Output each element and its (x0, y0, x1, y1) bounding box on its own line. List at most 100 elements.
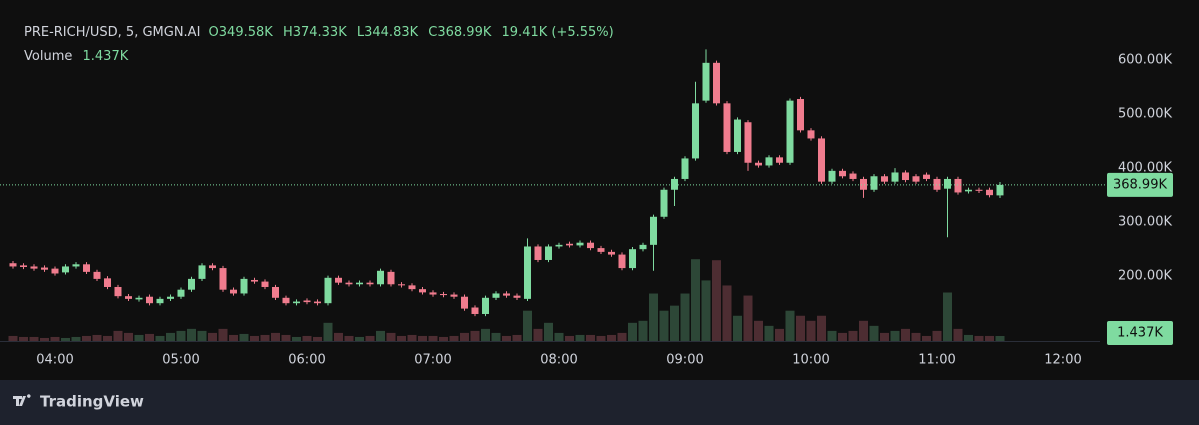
candle-body (72, 264, 80, 267)
volume-bar (712, 260, 721, 341)
candle-body (440, 294, 447, 296)
volume-bar (313, 336, 322, 341)
candle-body (587, 242, 594, 249)
volume-bar (523, 310, 532, 341)
x-tick-label: 06:00 (288, 353, 325, 368)
candle-body (755, 162, 762, 166)
close: C368.99K (428, 25, 492, 40)
volume-bar (544, 322, 553, 341)
volume-bar (953, 328, 963, 341)
volume-bar (586, 334, 595, 341)
candle-body (702, 62, 710, 101)
volume-bar (271, 332, 280, 341)
volume-bar (113, 330, 123, 341)
volume-bar (250, 335, 259, 341)
candle-body (933, 178, 941, 190)
brand: TradingView (40, 393, 144, 411)
volume-value: 1.437K (83, 49, 129, 64)
candle-body (954, 178, 962, 193)
x-tick-label: 11:00 (918, 353, 955, 368)
candle-body (62, 266, 69, 273)
candle-body (975, 189, 983, 191)
candle-body (293, 301, 300, 304)
candle-body (902, 172, 909, 181)
volume-bar (922, 335, 931, 341)
volume-bar (155, 335, 165, 341)
footer (0, 380, 1199, 425)
candle-body (188, 278, 195, 290)
candle-body (104, 278, 111, 287)
candle-body (83, 264, 90, 272)
x-tick-label: 04:00 (36, 353, 73, 368)
candle-body (450, 294, 458, 297)
candle-body (660, 189, 668, 217)
plot: 200.00K 300.00K 400.00K 500.00K 600.00K 04:00… (0, 49, 1173, 368)
volume-bar (260, 334, 270, 341)
candle-body (167, 296, 174, 299)
volume-bar (733, 315, 742, 341)
volume-bar (659, 310, 669, 341)
volume-bar (512, 334, 522, 341)
change: 19.41K (+5.55%) (502, 25, 614, 40)
volume-bar (974, 335, 984, 341)
volume-bar (187, 328, 196, 341)
candle-body (681, 158, 689, 179)
volume-bar (355, 336, 364, 341)
volume-bar (61, 337, 70, 341)
volume-bar (680, 293, 690, 341)
volume-bar (218, 328, 228, 341)
volume-bar (722, 285, 732, 341)
volume-bar (281, 334, 291, 341)
volume-box (1107, 320, 1173, 345)
high: H374.33K (283, 25, 347, 40)
candle-body (818, 138, 825, 182)
x-tick-label: 09:00 (666, 353, 703, 368)
candle-body (398, 284, 405, 286)
candle-body (471, 307, 479, 314)
candle-body (849, 173, 857, 179)
candle-body (429, 292, 437, 295)
volume-bar (743, 295, 753, 341)
candle-body (377, 270, 384, 285)
volume-bar (449, 335, 459, 341)
volume-bar (638, 320, 648, 341)
volume-bar (397, 335, 406, 341)
candle-body (734, 119, 741, 152)
volume-title: Volume (24, 49, 72, 64)
candle-body (314, 301, 321, 304)
candle-body (828, 170, 836, 182)
candle-body (387, 271, 395, 285)
candle-body (870, 176, 878, 190)
candle-body (156, 298, 164, 304)
candle-body (41, 267, 48, 270)
volume-bar (890, 330, 900, 341)
open: O349.58K (209, 25, 274, 40)
volume-bar (439, 336, 448, 341)
candle-body (51, 268, 59, 274)
candle-body (723, 103, 731, 152)
volume-bar (407, 334, 417, 341)
candle-body (566, 243, 573, 246)
volume-bar (701, 280, 711, 341)
volume-bar (880, 332, 889, 341)
symbol: PRE-RICH/USD, 5, GMGN.AI (24, 25, 200, 40)
volume-bar (491, 332, 501, 341)
candle-body (240, 278, 248, 294)
candle-body (345, 282, 353, 285)
volume-bar (481, 328, 490, 341)
y-tick-label: 500.00K (1118, 107, 1172, 122)
volume-bar (50, 336, 60, 341)
candle-body (608, 251, 615, 255)
volume-bar (628, 322, 637, 341)
candle-body (408, 285, 416, 290)
x-tick-label: 12:00 (1044, 353, 1081, 368)
volume-bar (806, 320, 816, 341)
volume-bar (754, 320, 763, 341)
volume-bar (197, 330, 207, 341)
volume-bar (134, 334, 144, 341)
volume-bar (145, 333, 154, 341)
candle-body (713, 62, 720, 104)
volume-bar (554, 332, 564, 341)
volume-bar (670, 305, 679, 341)
